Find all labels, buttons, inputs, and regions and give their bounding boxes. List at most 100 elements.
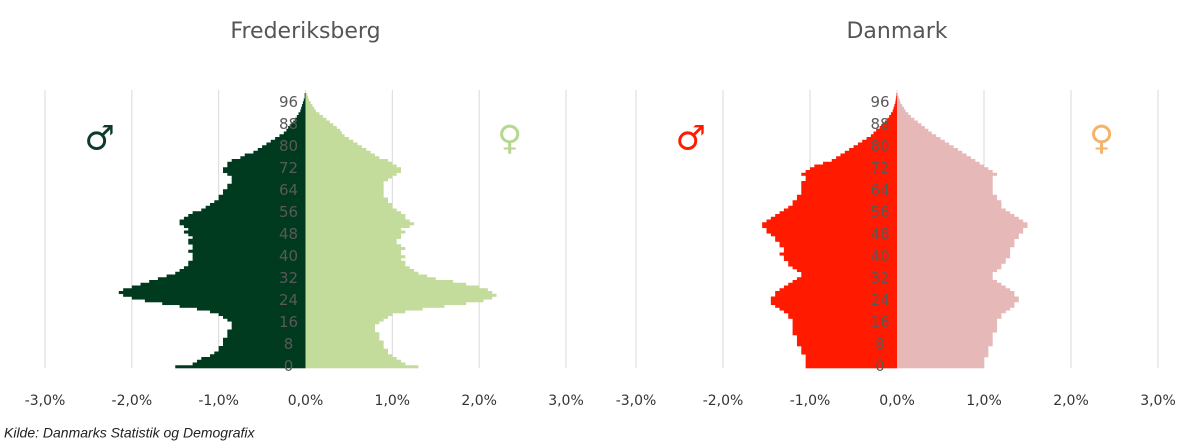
bar (305, 208, 397, 212)
bar (779, 211, 897, 215)
bar (783, 249, 897, 253)
bar (876, 128, 897, 132)
bar (897, 260, 1006, 264)
bar (227, 164, 306, 168)
bar (223, 315, 306, 319)
bar (897, 194, 998, 198)
bar (897, 137, 941, 141)
bar (305, 189, 384, 193)
bar (889, 115, 897, 119)
bar (801, 189, 897, 193)
bar (175, 271, 306, 275)
bar (897, 167, 989, 171)
bar (305, 304, 445, 308)
bar (792, 324, 897, 328)
bar (792, 200, 897, 204)
bar (779, 288, 897, 292)
bar (218, 313, 306, 317)
bar (895, 101, 897, 105)
bar (897, 106, 904, 110)
bar (227, 161, 306, 165)
bar (897, 252, 1011, 256)
bar (897, 255, 1011, 259)
bar (305, 230, 406, 234)
bar (801, 172, 897, 176)
bar (792, 318, 897, 322)
bar (218, 348, 306, 352)
bar (305, 340, 384, 344)
bar (792, 326, 897, 330)
bar (801, 351, 897, 355)
bar (290, 123, 306, 127)
bar (305, 291, 493, 295)
bar (227, 172, 306, 176)
x-tick-label: 3,0% (1140, 393, 1176, 409)
bar (192, 244, 306, 248)
bar (805, 359, 897, 363)
bar (305, 164, 397, 168)
bar (783, 255, 897, 259)
bar (231, 181, 306, 185)
bar (897, 145, 954, 149)
bar (305, 159, 388, 163)
bar (192, 252, 306, 256)
bar (766, 227, 897, 231)
bar (305, 181, 384, 185)
bar (305, 186, 384, 190)
bar (298, 112, 306, 116)
bar (801, 183, 897, 187)
bar (897, 329, 998, 333)
bar (805, 354, 897, 358)
bar (223, 167, 306, 171)
bar (897, 307, 1011, 311)
bar (123, 288, 306, 292)
bar (897, 337, 993, 341)
bar (305, 216, 406, 220)
bar (897, 181, 993, 185)
x-tick-label: -3,0% (25, 393, 66, 409)
y-tick-label: 24 (870, 291, 889, 309)
bar (770, 233, 897, 237)
bar (131, 285, 306, 289)
bar (305, 280, 454, 284)
bar (305, 161, 393, 165)
bar (305, 296, 493, 300)
bar (301, 106, 306, 110)
bar (305, 321, 380, 325)
bar (897, 120, 918, 124)
bar (305, 359, 402, 363)
bar (305, 128, 341, 132)
bar (223, 343, 306, 347)
y-tick-label: 88 (870, 115, 889, 133)
y-tick-label: 8 (875, 335, 885, 353)
bar (279, 134, 306, 138)
bar (801, 192, 897, 196)
bar (305, 307, 423, 311)
bar (305, 197, 388, 201)
bar (783, 208, 897, 212)
chart-title: Danmark (846, 19, 947, 44)
bar (227, 318, 306, 322)
bar (231, 326, 306, 330)
bar (897, 150, 963, 154)
bar (895, 98, 897, 102)
bar (305, 266, 410, 270)
x-tick-label: 3,0% (548, 393, 584, 409)
bar (188, 233, 306, 237)
bar (305, 211, 402, 215)
bar (779, 244, 897, 248)
bar (796, 335, 897, 339)
bar (227, 335, 306, 339)
bar (897, 115, 911, 119)
bar (305, 324, 375, 328)
bar (149, 280, 306, 284)
bar (162, 302, 306, 306)
bar (192, 255, 306, 259)
y-tick-label: 16 (870, 313, 889, 331)
bar (305, 170, 402, 174)
bar (897, 271, 993, 275)
bar (801, 271, 897, 275)
bar (897, 208, 1006, 212)
bar (897, 269, 998, 273)
bar (305, 274, 428, 278)
